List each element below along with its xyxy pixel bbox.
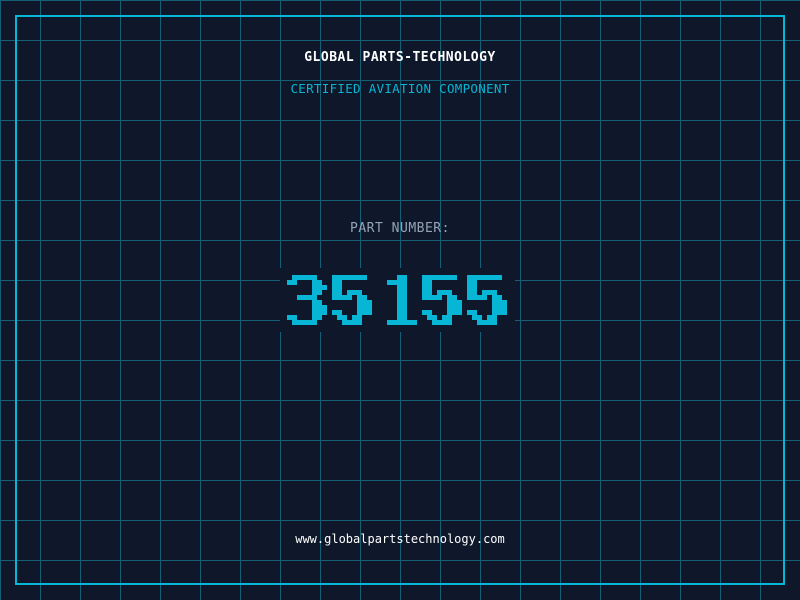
digit-5 (467, 275, 507, 325)
subtitle: CERTIFIED AVIATION COMPONENT (290, 81, 510, 96)
digit-5 (332, 275, 372, 325)
digit-5 (422, 275, 462, 325)
part-number-display (280, 268, 515, 332)
part-number-label: PART NUMBER: (350, 221, 450, 236)
frame-border (15, 15, 785, 585)
website-url: www.globalpartstechnology.com (295, 532, 505, 546)
digit-1 (387, 275, 417, 325)
digit-3 (287, 275, 327, 325)
part-number-digits (287, 275, 507, 325)
brand-title: GLOBAL PARTS-TECHNOLOGY (304, 50, 496, 65)
